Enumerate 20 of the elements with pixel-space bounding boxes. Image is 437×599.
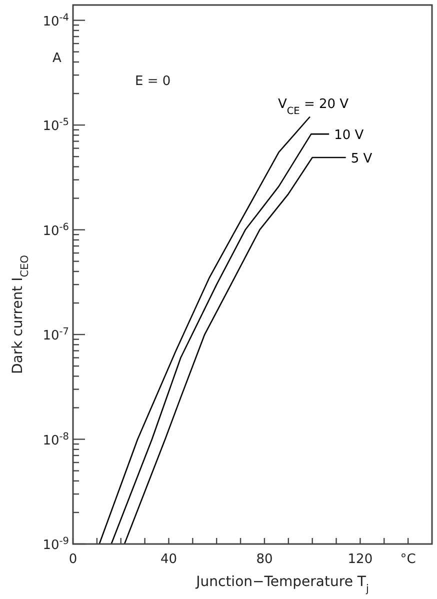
x-tick-label: 0 — [68, 552, 78, 567]
y-tick-label: 10$^{-4}$ — [42, 12, 69, 30]
y-tick-label: 10$^{-5}$ — [42, 116, 69, 134]
x-axis-title: Junction−Temperature T$_{j}$ — [195, 574, 369, 595]
text: A — [52, 51, 62, 66]
series-label: 10 V — [334, 128, 364, 144]
y-tick-label: 10$^{-9}$ — [42, 536, 69, 553]
y-tick-label: 10$^{-8}$ — [42, 430, 69, 448]
series-label: V$_{CE}$ = 20 V — [278, 96, 349, 116]
y-tick-label: 10$^{-7}$ — [42, 326, 69, 344]
line-series — [110, 133, 330, 545]
line-series — [98, 116, 311, 545]
x-tick-label: °C — [400, 552, 416, 567]
x-tick-label: 40 — [160, 552, 178, 567]
x-tick-label: 120 — [348, 552, 373, 567]
x-tick-label: 80 — [256, 552, 273, 567]
series-label: 5 V — [350, 151, 372, 166]
line-series — [124, 156, 346, 545]
annotation: E = 0 — [135, 74, 171, 89]
y-tick-label: 10$^{-6}$ — [42, 221, 69, 239]
